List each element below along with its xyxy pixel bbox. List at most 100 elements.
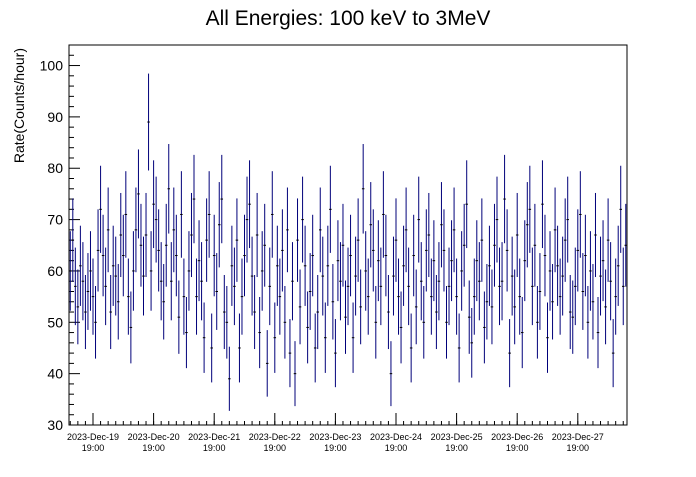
data-point (616, 225, 620, 306)
y-tick-label: 70 (47, 212, 63, 228)
data-point (546, 302, 549, 373)
data-point (445, 285, 448, 359)
data-point (480, 198, 484, 282)
data-point (379, 247, 383, 326)
data-point (611, 319, 615, 388)
x-tick-date: 2023-Dec-20 (128, 432, 180, 442)
data-point (614, 258, 617, 335)
x-tick-date: 2023-Dec-25 (431, 432, 483, 442)
data-point (119, 192, 123, 278)
data-point (243, 214, 246, 297)
data-point (374, 285, 378, 359)
data-point (306, 291, 309, 364)
data-point (346, 247, 350, 326)
x-tick-date: 2023-Dec-19 (67, 432, 119, 442)
data-point (619, 165, 622, 253)
data-point (230, 225, 234, 306)
data-point (589, 231, 592, 311)
data-point (253, 274, 256, 350)
data-point (579, 171, 582, 258)
data-point (485, 264, 489, 340)
data-point (591, 264, 595, 340)
data-point (584, 214, 587, 297)
x-tick-time: 19:00 (445, 443, 468, 453)
data-point (127, 258, 130, 335)
data-point (435, 274, 438, 350)
data-point (159, 242, 163, 321)
data-point (536, 285, 539, 359)
y-tick-label: 80 (47, 160, 63, 176)
data-point (510, 236, 514, 316)
data-point (303, 225, 307, 306)
data-point (240, 258, 244, 335)
data-point (397, 258, 400, 335)
y-tick-label: 60 (47, 263, 63, 279)
plot-frame (68, 44, 628, 426)
data-point (278, 258, 282, 335)
data-point (548, 231, 552, 311)
x-axis: 2023-Dec-1919:002023-Dec-2019:002023-Dec… (67, 413, 624, 453)
data-point (281, 209, 284, 292)
data-point (526, 182, 529, 268)
y-tick-label: 100 (40, 58, 64, 74)
x-tick-time: 19:00 (264, 443, 287, 453)
data-point (228, 346, 231, 411)
data-point (450, 220, 453, 302)
data-point (389, 341, 393, 407)
data-point (263, 203, 266, 287)
data-point (372, 209, 375, 292)
data-point (387, 274, 390, 350)
data-point (460, 231, 463, 311)
data-point (180, 171, 183, 258)
data-point (301, 176, 304, 263)
data-point (326, 225, 330, 306)
data-point (318, 187, 322, 273)
data-point (164, 203, 168, 287)
data-point (162, 264, 165, 340)
data-point (197, 220, 201, 302)
data-point (124, 171, 128, 258)
data-point (475, 220, 479, 302)
data-point (417, 176, 420, 263)
data-point (419, 242, 423, 321)
data-point (286, 187, 289, 273)
data-point (488, 225, 491, 306)
data-point (74, 247, 77, 326)
data-point (81, 242, 85, 321)
data-point (331, 264, 335, 340)
data-point (382, 171, 385, 258)
data-point (172, 187, 176, 273)
data-point (543, 214, 547, 297)
data-point (490, 269, 494, 345)
data-point (187, 231, 191, 311)
data-point (154, 176, 158, 263)
data-point (541, 160, 544, 249)
data-point (366, 258, 370, 335)
x-tick-date: 2023-Dec-26 (491, 432, 543, 442)
data-point (182, 258, 186, 335)
data-point (207, 171, 211, 258)
data-point (359, 269, 362, 345)
data-point (341, 203, 345, 287)
data-point (192, 154, 196, 244)
data-point (308, 253, 312, 330)
data-point (533, 203, 537, 287)
data-point (248, 160, 251, 249)
data-point (414, 269, 418, 345)
data-point (190, 192, 193, 278)
data-point (606, 198, 610, 282)
data-point (175, 214, 178, 297)
data-point (351, 302, 355, 373)
data-point (498, 247, 501, 326)
data-point (520, 296, 524, 369)
data-point (324, 302, 327, 373)
data-point (210, 313, 213, 383)
data-point (185, 296, 188, 369)
data-point (316, 274, 319, 350)
data-point (369, 182, 373, 268)
data-point (412, 214, 415, 297)
data-point (594, 192, 597, 278)
data-point (220, 154, 224, 244)
data-point (503, 154, 506, 244)
data-point (311, 214, 314, 297)
